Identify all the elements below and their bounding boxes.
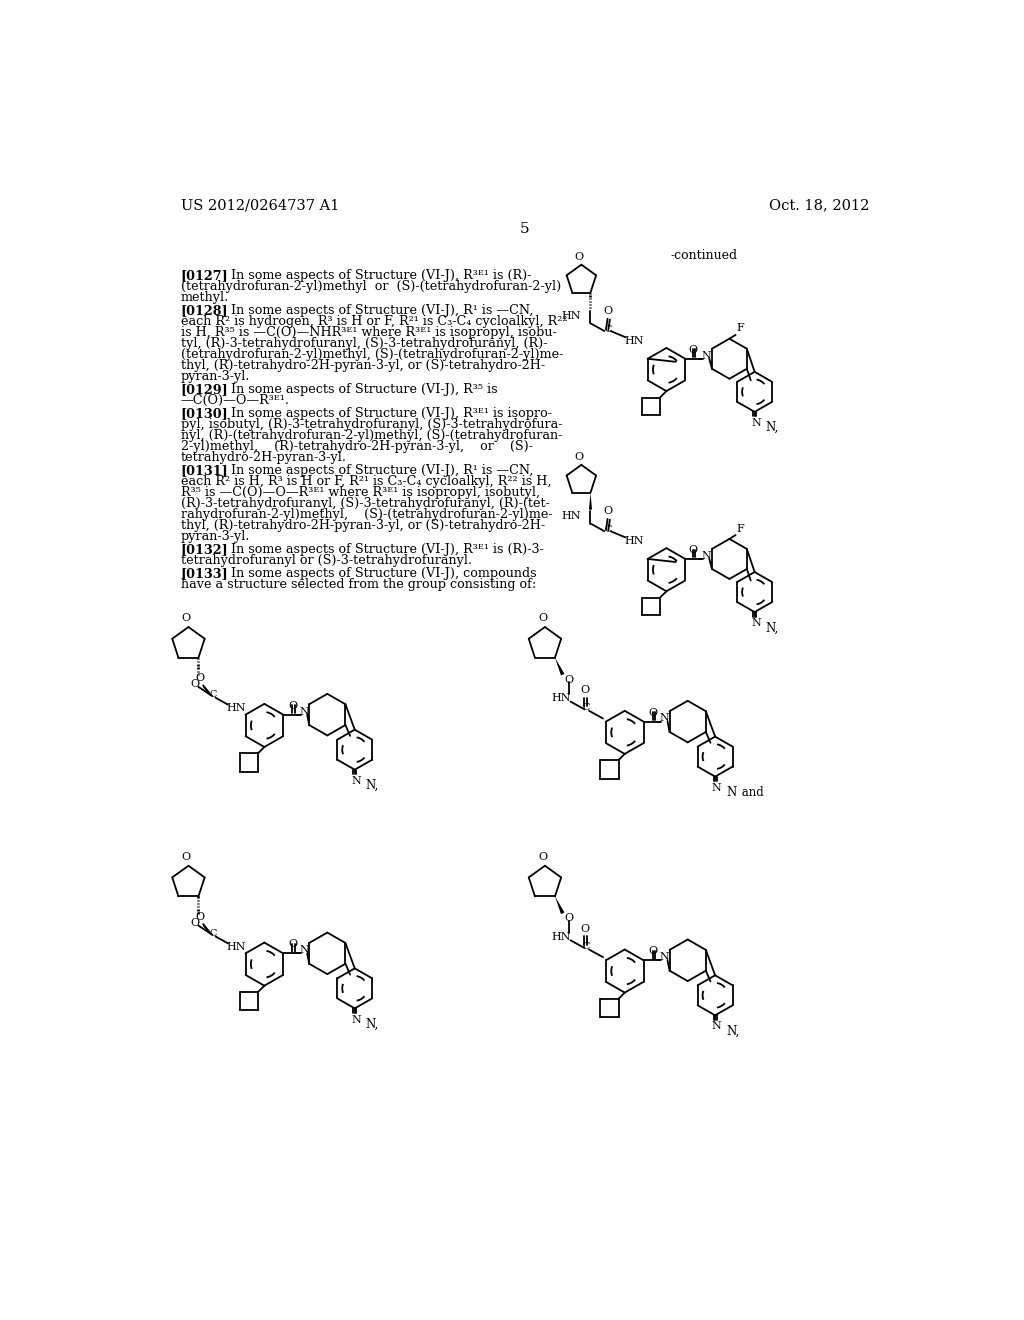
Text: O: O (648, 946, 657, 957)
Text: tetrahydrofuranyl or (S)-3-tetrahydrofuranyl.: tetrahydrofuranyl or (S)-3-tetrahydrofur… (180, 554, 472, 568)
Text: In some aspects of Structure (VI-J), R³⁵ is: In some aspects of Structure (VI-J), R³⁵… (222, 383, 498, 396)
Text: N: N (701, 351, 711, 360)
Text: In some aspects of Structure (VI-J), compounds: In some aspects of Structure (VI-J), com… (222, 568, 537, 581)
Text: In some aspects of Structure (VI-J), R³ᴱ¹ is (R)-3-: In some aspects of Structure (VI-J), R³ᴱ… (222, 544, 544, 556)
Text: C: C (604, 525, 611, 535)
Text: HN: HN (562, 312, 582, 321)
Text: have a structure selected from the group consisting of:: have a structure selected from the group… (180, 578, 536, 591)
Text: O: O (190, 680, 200, 689)
Text: methyl.: methyl. (180, 292, 229, 304)
Text: nyl, (R)-(tetrahydrofuran-2-yl)methyl, (S)-(tetrahydrofuran-: nyl, (R)-(tetrahydrofuran-2-yl)methyl, (… (180, 429, 562, 442)
Text: N: N (659, 952, 670, 962)
Text: is H, R³⁵ is —C(O)—NHR³ᴱ¹ where R³ᴱ¹ is isopropyl, isobu-: is H, R³⁵ is —C(O)—NHR³ᴱ¹ where R³ᴱ¹ is … (180, 326, 556, 339)
Text: N,: N, (366, 779, 379, 792)
Text: In some aspects of Structure (VI-J), R¹ is —CN,: In some aspects of Structure (VI-J), R¹ … (222, 465, 532, 478)
Text: N: N (752, 618, 761, 628)
Text: [0131]: [0131] (180, 465, 228, 478)
Text: O: O (564, 675, 573, 685)
Text: N: N (299, 706, 309, 717)
Text: O: O (688, 345, 697, 355)
Text: N: N (712, 1022, 722, 1031)
Text: HN: HN (226, 941, 246, 952)
Text: N,: N, (766, 421, 778, 434)
Text: N,: N, (366, 1018, 379, 1031)
Text: N: N (726, 785, 736, 799)
Text: In some aspects of Structure (VI-J), R³ᴱ¹ is (R)-: In some aspects of Structure (VI-J), R³ᴱ… (222, 269, 531, 282)
Text: [0132]: [0132] (180, 544, 228, 556)
Text: N: N (701, 550, 711, 561)
Polygon shape (589, 492, 592, 510)
Text: O: O (581, 924, 590, 935)
Text: O: O (688, 545, 697, 556)
Text: -continued: -continued (671, 249, 737, 263)
Text: F: F (736, 323, 744, 334)
Text: O: O (538, 614, 547, 623)
Text: [0128]: [0128] (180, 305, 228, 317)
Text: thyl, (R)-tetrahydro-2H-pyran-3-yl, or (S)-tetrahydro-2H-: thyl, (R)-tetrahydro-2H-pyran-3-yl, or (… (180, 519, 545, 532)
Text: F: F (736, 524, 744, 533)
Text: HN: HN (551, 693, 571, 704)
Text: [0127]: [0127] (180, 269, 228, 282)
Text: HN: HN (551, 932, 571, 941)
Polygon shape (555, 896, 564, 915)
Text: O: O (196, 673, 205, 682)
Text: N: N (299, 945, 309, 956)
Text: [0130]: [0130] (180, 408, 228, 420)
Text: pyran-3-yl.: pyran-3-yl. (180, 370, 250, 383)
Text: (tetrahydrofuran-2-yl)methyl, (S)-(tetrahydrofuran-2-yl)me-: (tetrahydrofuran-2-yl)methyl, (S)-(tetra… (180, 348, 563, 362)
Text: N: N (712, 783, 722, 793)
Text: N: N (659, 714, 670, 723)
Text: HN: HN (562, 511, 582, 521)
Text: Oct. 18, 2012: Oct. 18, 2012 (769, 198, 869, 213)
Text: C: C (209, 690, 217, 700)
Text: O: O (574, 451, 584, 462)
Polygon shape (555, 657, 564, 676)
Text: O: O (574, 252, 584, 261)
Text: O: O (581, 685, 590, 696)
Text: C: C (209, 929, 217, 937)
Text: pyl, isobutyl, (R)-3-tetrahydrofuranyl, (S)-3-tetrahydrofura-: pyl, isobutyl, (R)-3-tetrahydrofuranyl, … (180, 418, 562, 432)
Text: In some aspects of Structure (VI-J), R¹ is —CN,: In some aspects of Structure (VI-J), R¹ … (222, 305, 532, 317)
Text: O: O (181, 614, 190, 623)
Text: HN: HN (226, 704, 246, 713)
Text: O: O (604, 506, 613, 516)
Text: thyl, (R)-tetrahydro-2H-pyran-3-yl, or (S)-tetrahydro-2H-: thyl, (R)-tetrahydro-2H-pyran-3-yl, or (… (180, 359, 545, 372)
Text: N: N (351, 1015, 361, 1024)
Text: N,: N, (726, 1024, 739, 1038)
Text: In some aspects of Structure (VI-J), R³ᴱ¹ is isopro-: In some aspects of Structure (VI-J), R³ᴱ… (222, 408, 552, 420)
Text: each R² is hydrogen, R³ is H or F, R²¹ is C₃-C₄ cycloalkyl, R²²: each R² is hydrogen, R³ is H or F, R²¹ i… (180, 315, 567, 329)
Text: each R² is H, R³ is H or F, R²¹ is C₃-C₄ cycloalkyl, R²² is H,: each R² is H, R³ is H or F, R²¹ is C₃-C₄… (180, 475, 551, 488)
Text: 5: 5 (520, 222, 529, 235)
Text: C: C (582, 704, 590, 713)
Text: O: O (288, 940, 297, 949)
Text: O: O (564, 913, 573, 923)
Text: N: N (351, 776, 361, 785)
Text: pyran-3-yl.: pyran-3-yl. (180, 531, 250, 543)
Text: HN: HN (625, 536, 644, 546)
Text: [0129]: [0129] (180, 383, 228, 396)
Text: O: O (190, 917, 200, 928)
Text: —C(O)—O—R³ᴱ¹.: —C(O)—O—R³ᴱ¹. (180, 395, 290, 407)
Text: tetrahydro-2H-pyran-3-yl.: tetrahydro-2H-pyran-3-yl. (180, 451, 347, 465)
Text: O: O (538, 851, 547, 862)
Text: C: C (604, 325, 611, 334)
Text: O: O (648, 708, 657, 718)
Text: US 2012/0264737 A1: US 2012/0264737 A1 (180, 198, 339, 213)
Text: and: and (738, 785, 764, 799)
Text: R³⁵ is —C(O)—O—R³ᴱ¹ where R³ᴱ¹ is isopropyl, isobutyl,: R³⁵ is —C(O)—O—R³ᴱ¹ where R³ᴱ¹ is isopro… (180, 486, 540, 499)
Text: O: O (604, 306, 613, 315)
Text: tyl, (R)-3-tetrahydrofuranyl, (S)-3-tetrahydrofuranyl, (R)-: tyl, (R)-3-tetrahydrofuranyl, (S)-3-tetr… (180, 337, 547, 350)
Text: rahydrofuran-2-yl)methyl,    (S)-(tetrahydrofuran-2-yl)me-: rahydrofuran-2-yl)methyl, (S)-(tetrahydr… (180, 508, 552, 521)
Text: (tetrahydrofuran-2-yl)methyl  or  (S)-(tetrahydrofuran-2-yl): (tetrahydrofuran-2-yl)methyl or (S)-(tet… (180, 280, 561, 293)
Text: (R)-3-tetrahydrofuranyl, (S)-3-tetrahydrofuranyl, (R)-(tet-: (R)-3-tetrahydrofuranyl, (S)-3-tetrahydr… (180, 498, 550, 511)
Text: O: O (288, 701, 297, 710)
Text: [0133]: [0133] (180, 568, 228, 581)
Text: N: N (752, 418, 761, 428)
Text: N,: N, (766, 622, 778, 635)
Text: 2-yl)methyl,    (R)-tetrahydro-2H-pyran-3-yl,    or    (S)-: 2-yl)methyl, (R)-tetrahydro-2H-pyran-3-y… (180, 440, 532, 453)
Text: C: C (582, 942, 590, 950)
Text: HN: HN (625, 335, 644, 346)
Text: O: O (181, 851, 190, 862)
Text: O: O (196, 912, 205, 921)
